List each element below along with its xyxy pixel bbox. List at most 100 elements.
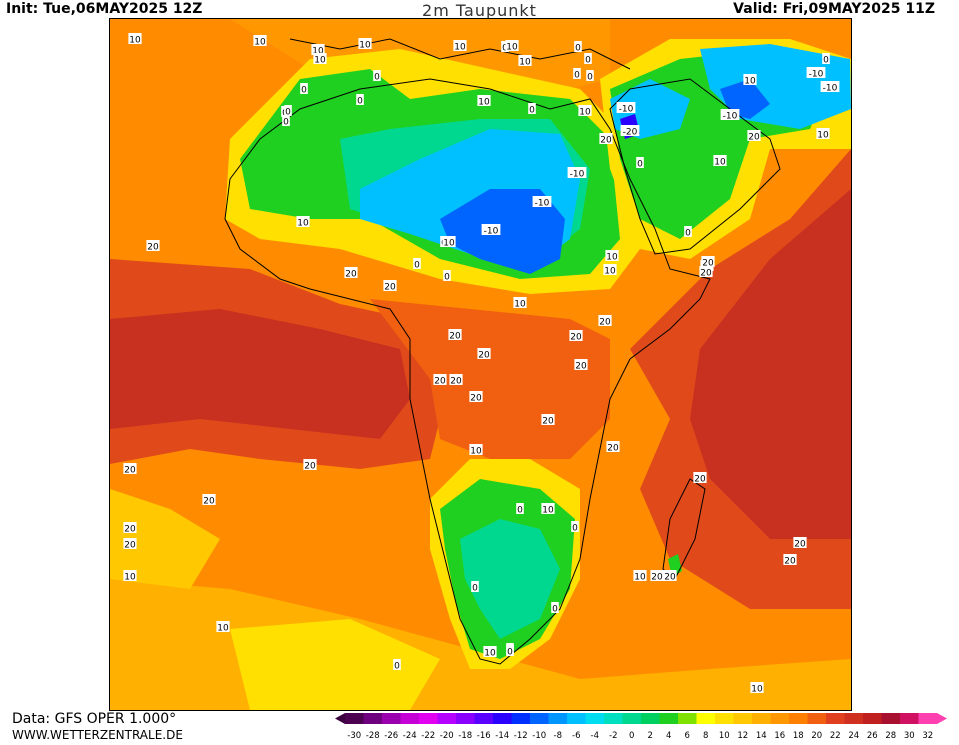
contour-label: 10 (744, 77, 756, 87)
contour-label: -10 (619, 105, 634, 115)
contour-label-bg (453, 40, 467, 51)
legend-tick-label: -24 (403, 731, 417, 741)
legend-tick-label: 4 (666, 731, 671, 741)
contour-label-bg (300, 83, 308, 94)
legend-swatch (678, 713, 697, 724)
contour-label-bg (253, 35, 267, 46)
contour-label-bg (216, 621, 230, 632)
contour-label: 0 (587, 73, 593, 83)
legend-tick-label: -16 (477, 731, 491, 741)
contour-label-bg (573, 68, 581, 79)
contour-label-bg (605, 250, 619, 261)
legend-swatch (585, 713, 605, 724)
contour-label-bg (393, 659, 401, 670)
legend-arrow-left (335, 713, 345, 724)
contour-label: -10 (723, 112, 738, 122)
contour-label-bg (505, 40, 519, 51)
contour-label: 0 (529, 106, 535, 116)
contour-label-bg (513, 297, 527, 308)
contour-label: 0 (301, 86, 307, 96)
legend-tick-label: 0 (629, 731, 634, 741)
contour-label: 0 (574, 71, 580, 81)
legend-swatch (752, 713, 771, 724)
legend-tick-label: 18 (793, 731, 804, 741)
contour-label-bg (123, 538, 137, 549)
legend-tick-label: -28 (366, 731, 380, 741)
contour-label-bg (606, 441, 620, 452)
contour-label: -10 (484, 227, 499, 237)
contour-label: 10 (606, 253, 618, 263)
contour-label: 20 (434, 377, 446, 387)
legend-tick-label: -12 (514, 731, 528, 741)
contour-label: 20 (478, 351, 490, 361)
legend-tick-label: -14 (495, 731, 509, 741)
contour-label: 20 (542, 417, 554, 427)
legend-swatch (696, 713, 716, 724)
contour-label-bg (574, 359, 588, 370)
contour-label-bg (123, 570, 137, 581)
contour-label-bg (383, 280, 397, 291)
contour-label: 0 (507, 648, 513, 658)
contour-label: 20 (599, 318, 611, 328)
contour-label-bg (620, 125, 640, 136)
contour-label: 10 (443, 239, 455, 249)
contour-label: 20 (384, 283, 396, 293)
contour-label-bg (469, 444, 483, 455)
contour-label: 20 (748, 133, 760, 143)
legend-swatch (345, 713, 364, 724)
sahara-blue-zone (440, 189, 565, 274)
legend-tick-label: 8 (703, 731, 708, 741)
contour-label-bg (569, 330, 583, 341)
contour-label-bg (743, 74, 757, 85)
contour-label-bg (282, 115, 290, 126)
contour-label-bg (296, 216, 310, 227)
contour-label: 0 (357, 97, 363, 107)
contour-label-bg (820, 81, 840, 92)
contour-label: 0 (283, 118, 289, 128)
contour-label-bg (532, 196, 552, 207)
contour-labels: 10101010100010100010100000010-10-100100-… (123, 33, 840, 695)
contour-label-bg (616, 102, 636, 113)
legend-swatch (604, 713, 623, 724)
legend-swatch (789, 713, 808, 724)
contour-label-bg (483, 646, 497, 657)
contour-label: 20 (124, 525, 136, 535)
legend-tick-label: -26 (384, 731, 398, 741)
contour-label: 20 (784, 557, 796, 567)
contour-label-bg (636, 157, 644, 168)
legend-tick-label: 22 (830, 731, 841, 741)
contour-label: 0 (414, 261, 420, 271)
arabia-coastline (609, 78, 781, 255)
legend-tick-label: -6 (572, 731, 580, 741)
contour-label-bg (586, 70, 594, 81)
contour-label-bg (128, 33, 142, 44)
contour-label: 10 (604, 267, 616, 277)
contour-label-bg (146, 240, 160, 251)
legend-swatch (881, 713, 901, 724)
contour-label-bg (750, 682, 764, 693)
south-atlantic-dry-zone (110, 489, 220, 589)
legend-swatch (567, 713, 586, 724)
legend-swatch (382, 713, 401, 724)
contour-label-bg (603, 264, 617, 275)
legend-swatch (511, 713, 531, 724)
valid-time: Valid: Fri,09MAY2025 11Z (733, 1, 935, 17)
contour-label: 20 (700, 269, 712, 279)
contour-label: 10 (506, 43, 518, 53)
contour-label-bg (599, 133, 613, 144)
legend-swatch (770, 713, 790, 724)
legend-swatch (659, 713, 679, 724)
legend-arrow-right (937, 713, 947, 724)
contour-label-bg (311, 44, 325, 55)
legend-tick-label: 26 (867, 731, 878, 741)
contour-label: 20 (470, 394, 482, 404)
legend-swatch (437, 713, 457, 724)
contour-label-bg (528, 103, 536, 114)
legend-tick-label: 2 (648, 731, 653, 741)
legend-tick-label: 28 (885, 731, 896, 741)
contour-label-bg (413, 258, 421, 269)
contour-label-bg (202, 494, 216, 505)
contour-label: 0 (285, 108, 291, 118)
legend-tick-label: 6 (685, 731, 690, 741)
contour-label: 10 (470, 447, 482, 457)
